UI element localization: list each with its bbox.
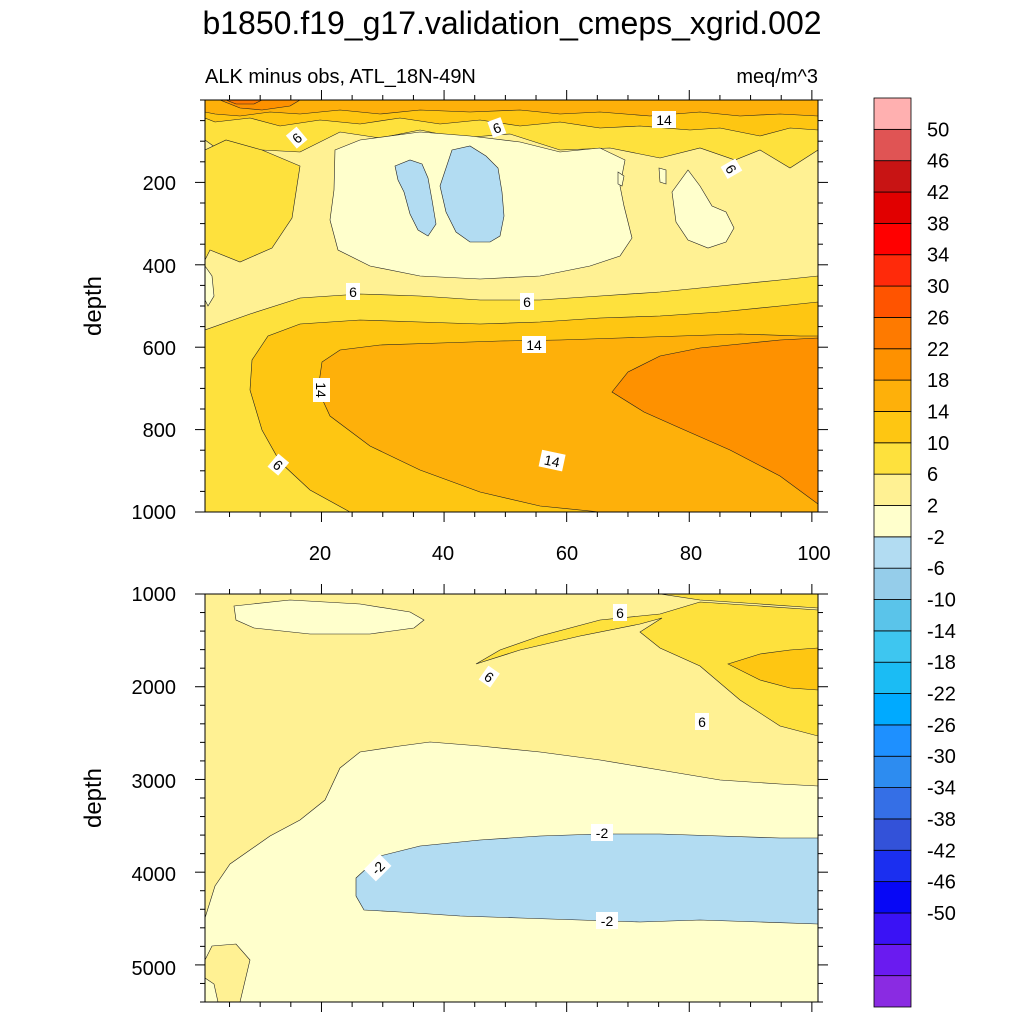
colorbar-swatch (873, 473, 912, 506)
bottom-ylabel: depth (80, 768, 107, 828)
colorbar-label: -34 (927, 778, 956, 800)
colorbar-swatch (873, 943, 912, 977)
colorbar-swatch (873, 724, 912, 757)
colorbar-label: 6 (927, 464, 938, 486)
colorbar-label: 42 (927, 182, 949, 204)
bottom-ytick-4000: 4000 (132, 864, 177, 886)
colorbar: 50 46 42 38 34 30 26 22 18 14 10 6 2 -2 -6 -10 -14 -18 -22… (873, 97, 956, 1008)
colorbar-label: 2 (927, 495, 938, 517)
colorbar-label: 34 (927, 245, 949, 267)
colorbar-swatch (873, 254, 912, 287)
colorbar-label: -42 (927, 840, 956, 862)
colorbar-label: -22 (927, 684, 956, 706)
colorbar-label: 38 (927, 213, 949, 235)
colorbar-label: -30 (927, 746, 956, 768)
top-xtick-40: 40 (432, 543, 454, 565)
colorbar-label: -2 (927, 527, 945, 549)
top-ytick-400: 400 (143, 256, 176, 278)
colorbar-swatch (873, 536, 912, 569)
colorbar-label: 18 (927, 370, 949, 392)
top-subtitle-right: meq/m^3 (736, 66, 818, 88)
colorbar-swatch (873, 348, 912, 381)
colorbar-swatch (873, 128, 912, 162)
colorbar-swatch (873, 379, 912, 412)
colorbar-swatch (873, 849, 912, 883)
colorbar-swatch (873, 442, 912, 475)
colorbar-label: 50 (927, 119, 949, 141)
colorbar-labels: 50 46 42 38 34 30 26 22 18 14 10 6 2 -2 -6 -10 -14 -18 -22… (927, 119, 956, 925)
contour-label: 6 (523, 294, 531, 310)
colorbar-swatches (873, 97, 912, 1008)
colorbar-label: -10 (927, 590, 956, 612)
contour-label: 6 (698, 714, 706, 730)
bottom-ytick-3000: 3000 (132, 771, 177, 793)
colorbar-swatch (873, 599, 912, 632)
top-contour-fill (205, 100, 818, 512)
top-xtick-20: 20 (309, 543, 331, 565)
colorbar-swatch (873, 787, 912, 820)
contour-label: 14 (656, 112, 672, 128)
colorbar-swatch (873, 411, 912, 444)
contour-label: -2 (596, 825, 609, 841)
contour-label: 6 (616, 605, 624, 621)
contour-label: 6 (349, 284, 357, 300)
colorbar-swatch (873, 693, 912, 726)
top-ytick-600: 600 (143, 338, 176, 360)
colorbar-label: 46 (927, 151, 949, 173)
bottom-contour-labels: 6 6 6 -2 -2 -2 (363, 604, 709, 929)
contour-label: 14 (543, 452, 562, 471)
colorbar-label: 22 (927, 339, 949, 361)
colorbar-swatch (873, 881, 912, 914)
colorbar-label: -46 (927, 872, 956, 894)
colorbar-label: -18 (927, 652, 956, 674)
top-panel: ALK minus obs, ATL_18N-49N meq/m^3 (80, 66, 831, 565)
colorbar-label: 26 (927, 307, 949, 329)
top-axis-ticks (195, 90, 828, 522)
contour-label: 14 (526, 337, 542, 353)
colorbar-label: -38 (927, 809, 956, 831)
top-xtick-60: 60 (556, 543, 578, 565)
colorbar-swatch (873, 505, 912, 538)
colorbar-label: 30 (927, 276, 949, 298)
top-ytick-200: 200 (143, 173, 176, 195)
colorbar-swatch (873, 285, 912, 318)
top-ytick-1000: 1000 (132, 502, 177, 524)
colorbar-label: -26 (927, 715, 956, 737)
figure-title: b1850.f19_g17.validation_cmeps_xgrid.002 (202, 5, 821, 41)
colorbar-label: -50 (927, 903, 956, 925)
colorbar-label: -6 (927, 558, 945, 580)
colorbar-swatch (873, 317, 912, 350)
colorbar-swatch (873, 912, 912, 945)
top-contour-labels: 6 6 14 6 6 6 14 14 6 14 (267, 111, 743, 476)
bottom-panel: 1000 2000 3000 4000 5000 depth 6 6 6 -2 … (80, 584, 828, 1012)
top-subtitle-left: ALK minus obs, ATL_18N-49N (205, 66, 476, 88)
colorbar-swatch (873, 630, 912, 663)
colorbar-swatch (873, 97, 912, 130)
top-xtick-80: 80 (680, 543, 702, 565)
contour-label: 14 (313, 382, 329, 398)
bottom-axis-ticks (195, 584, 828, 1012)
top-xtick-100: 100 (797, 543, 830, 565)
colorbar-swatch (873, 160, 912, 193)
bottom-ytick-5000: 5000 (132, 958, 177, 980)
colorbar-swatch (873, 661, 912, 694)
bottom-contour-fill (205, 594, 818, 1002)
top-ylabel: depth (80, 276, 107, 336)
colorbar-swatch (873, 755, 912, 788)
contour-label: -2 (601, 913, 614, 929)
bottom-ytick-1000: 1000 (132, 584, 177, 606)
colorbar-swatch (873, 191, 912, 224)
colorbar-swatch (873, 975, 912, 1008)
colorbar-swatch (873, 222, 912, 256)
colorbar-label: 14 (927, 401, 949, 423)
colorbar-swatch (873, 567, 912, 600)
colorbar-label: 10 (927, 433, 949, 455)
colorbar-label: -14 (927, 621, 956, 643)
bottom-ytick-2000: 2000 (132, 677, 177, 699)
colorbar-swatch (873, 818, 912, 851)
top-ytick-800: 800 (143, 420, 176, 442)
